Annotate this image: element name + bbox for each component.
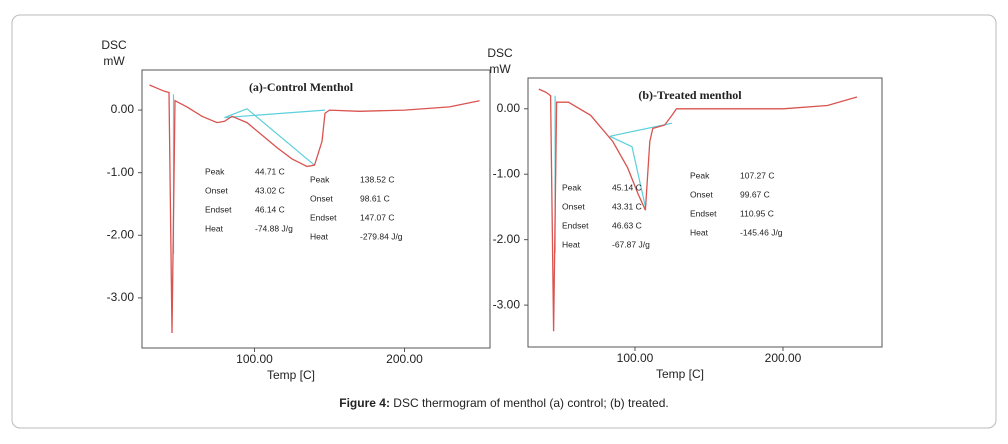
y-tick-label: -3.00 — [493, 297, 521, 311]
annotation-label: Endset — [205, 204, 232, 214]
annotation-value: 46.63 C — [612, 220, 642, 230]
annotation-value: 99.67 C — [740, 189, 770, 199]
y-tick-label: -3.00 — [107, 290, 135, 304]
annotation-value: 43.31 C — [612, 201, 642, 211]
annotation-value: 45.14 C — [612, 182, 642, 192]
y-tick-label: -1.00 — [493, 166, 521, 180]
annotation-label: Peak — [310, 174, 330, 184]
annotation-value: 110.95 C — [740, 208, 774, 218]
annotation-label: Endset — [690, 208, 717, 218]
y-axis-label: DSC — [101, 38, 127, 52]
annotation-label: Endset — [562, 220, 589, 230]
annotation-value: 107.27 C — [740, 170, 775, 180]
plot-area — [527, 77, 883, 348]
annotation-value: 46.14 C — [255, 204, 285, 214]
annotation-label: Peak — [690, 170, 710, 180]
chart-title: (b)-Treated menthol — [638, 88, 742, 102]
y-axis-label: mW — [489, 62, 511, 76]
annotation-value: 98.61 C — [360, 193, 390, 203]
annotation-value: 147.07 C — [360, 212, 395, 222]
annotation-label: Endset — [310, 212, 337, 222]
chart-title: (a)-Control Menthol — [249, 80, 354, 94]
x-tick-label: 100.00 — [617, 351, 654, 365]
annotation-label: Peak — [205, 166, 225, 176]
y-tick-label: -1.00 — [107, 165, 135, 179]
annotation-value: -279.84 J/g — [360, 231, 403, 241]
y-tick-label: -2.00 — [493, 232, 521, 246]
annotation-label: Onset — [562, 201, 585, 211]
y-tick-label: 0.00 — [111, 102, 135, 116]
annotation-label: Onset — [690, 189, 713, 199]
annotation-value: -67.87 J/g — [612, 239, 650, 249]
annotation-label: Onset — [310, 193, 333, 203]
dsc-curve — [538, 88, 858, 332]
x-axis-label: Temp [C] — [267, 368, 315, 382]
caption: Figure 4: DSC thermogram of menthol (a) … — [339, 396, 668, 410]
annotation-value: -145.46 J/g — [740, 227, 783, 237]
caption-label: Figure 4: — [339, 396, 390, 410]
tangent-line — [609, 135, 646, 208]
annotation-value: 44.71 C — [255, 166, 285, 176]
annotation-label: Onset — [205, 185, 228, 195]
annotation-value: -74.88 J/g — [255, 223, 293, 233]
caption-text: DSC thermogram of menthol (a) control; (… — [390, 396, 669, 410]
y-axis-label: mW — [103, 54, 125, 68]
x-tick-label: 100.00 — [236, 352, 273, 366]
tangent-line — [224, 109, 326, 119]
annotation-label: Heat — [690, 227, 709, 237]
annotation-value: 138.52 C — [360, 174, 395, 184]
plot-area — [141, 69, 491, 349]
dsc-curve — [149, 84, 480, 334]
annotation-label: Heat — [310, 231, 329, 241]
y-tick-label: 0.00 — [497, 101, 521, 115]
x-tick-label: 200.00 — [765, 351, 802, 365]
annotation-label: Heat — [562, 239, 581, 249]
y-tick-label: -2.00 — [107, 227, 135, 241]
tangent-line — [224, 108, 315, 166]
annotation-label: Heat — [205, 223, 224, 233]
x-axis-label: Temp [C] — [656, 367, 704, 381]
annotation-label: Peak — [562, 182, 582, 192]
x-tick-label: 200.00 — [386, 352, 423, 366]
annotation-value: 43.02 C — [255, 185, 285, 195]
y-axis-label: DSC — [487, 46, 513, 60]
